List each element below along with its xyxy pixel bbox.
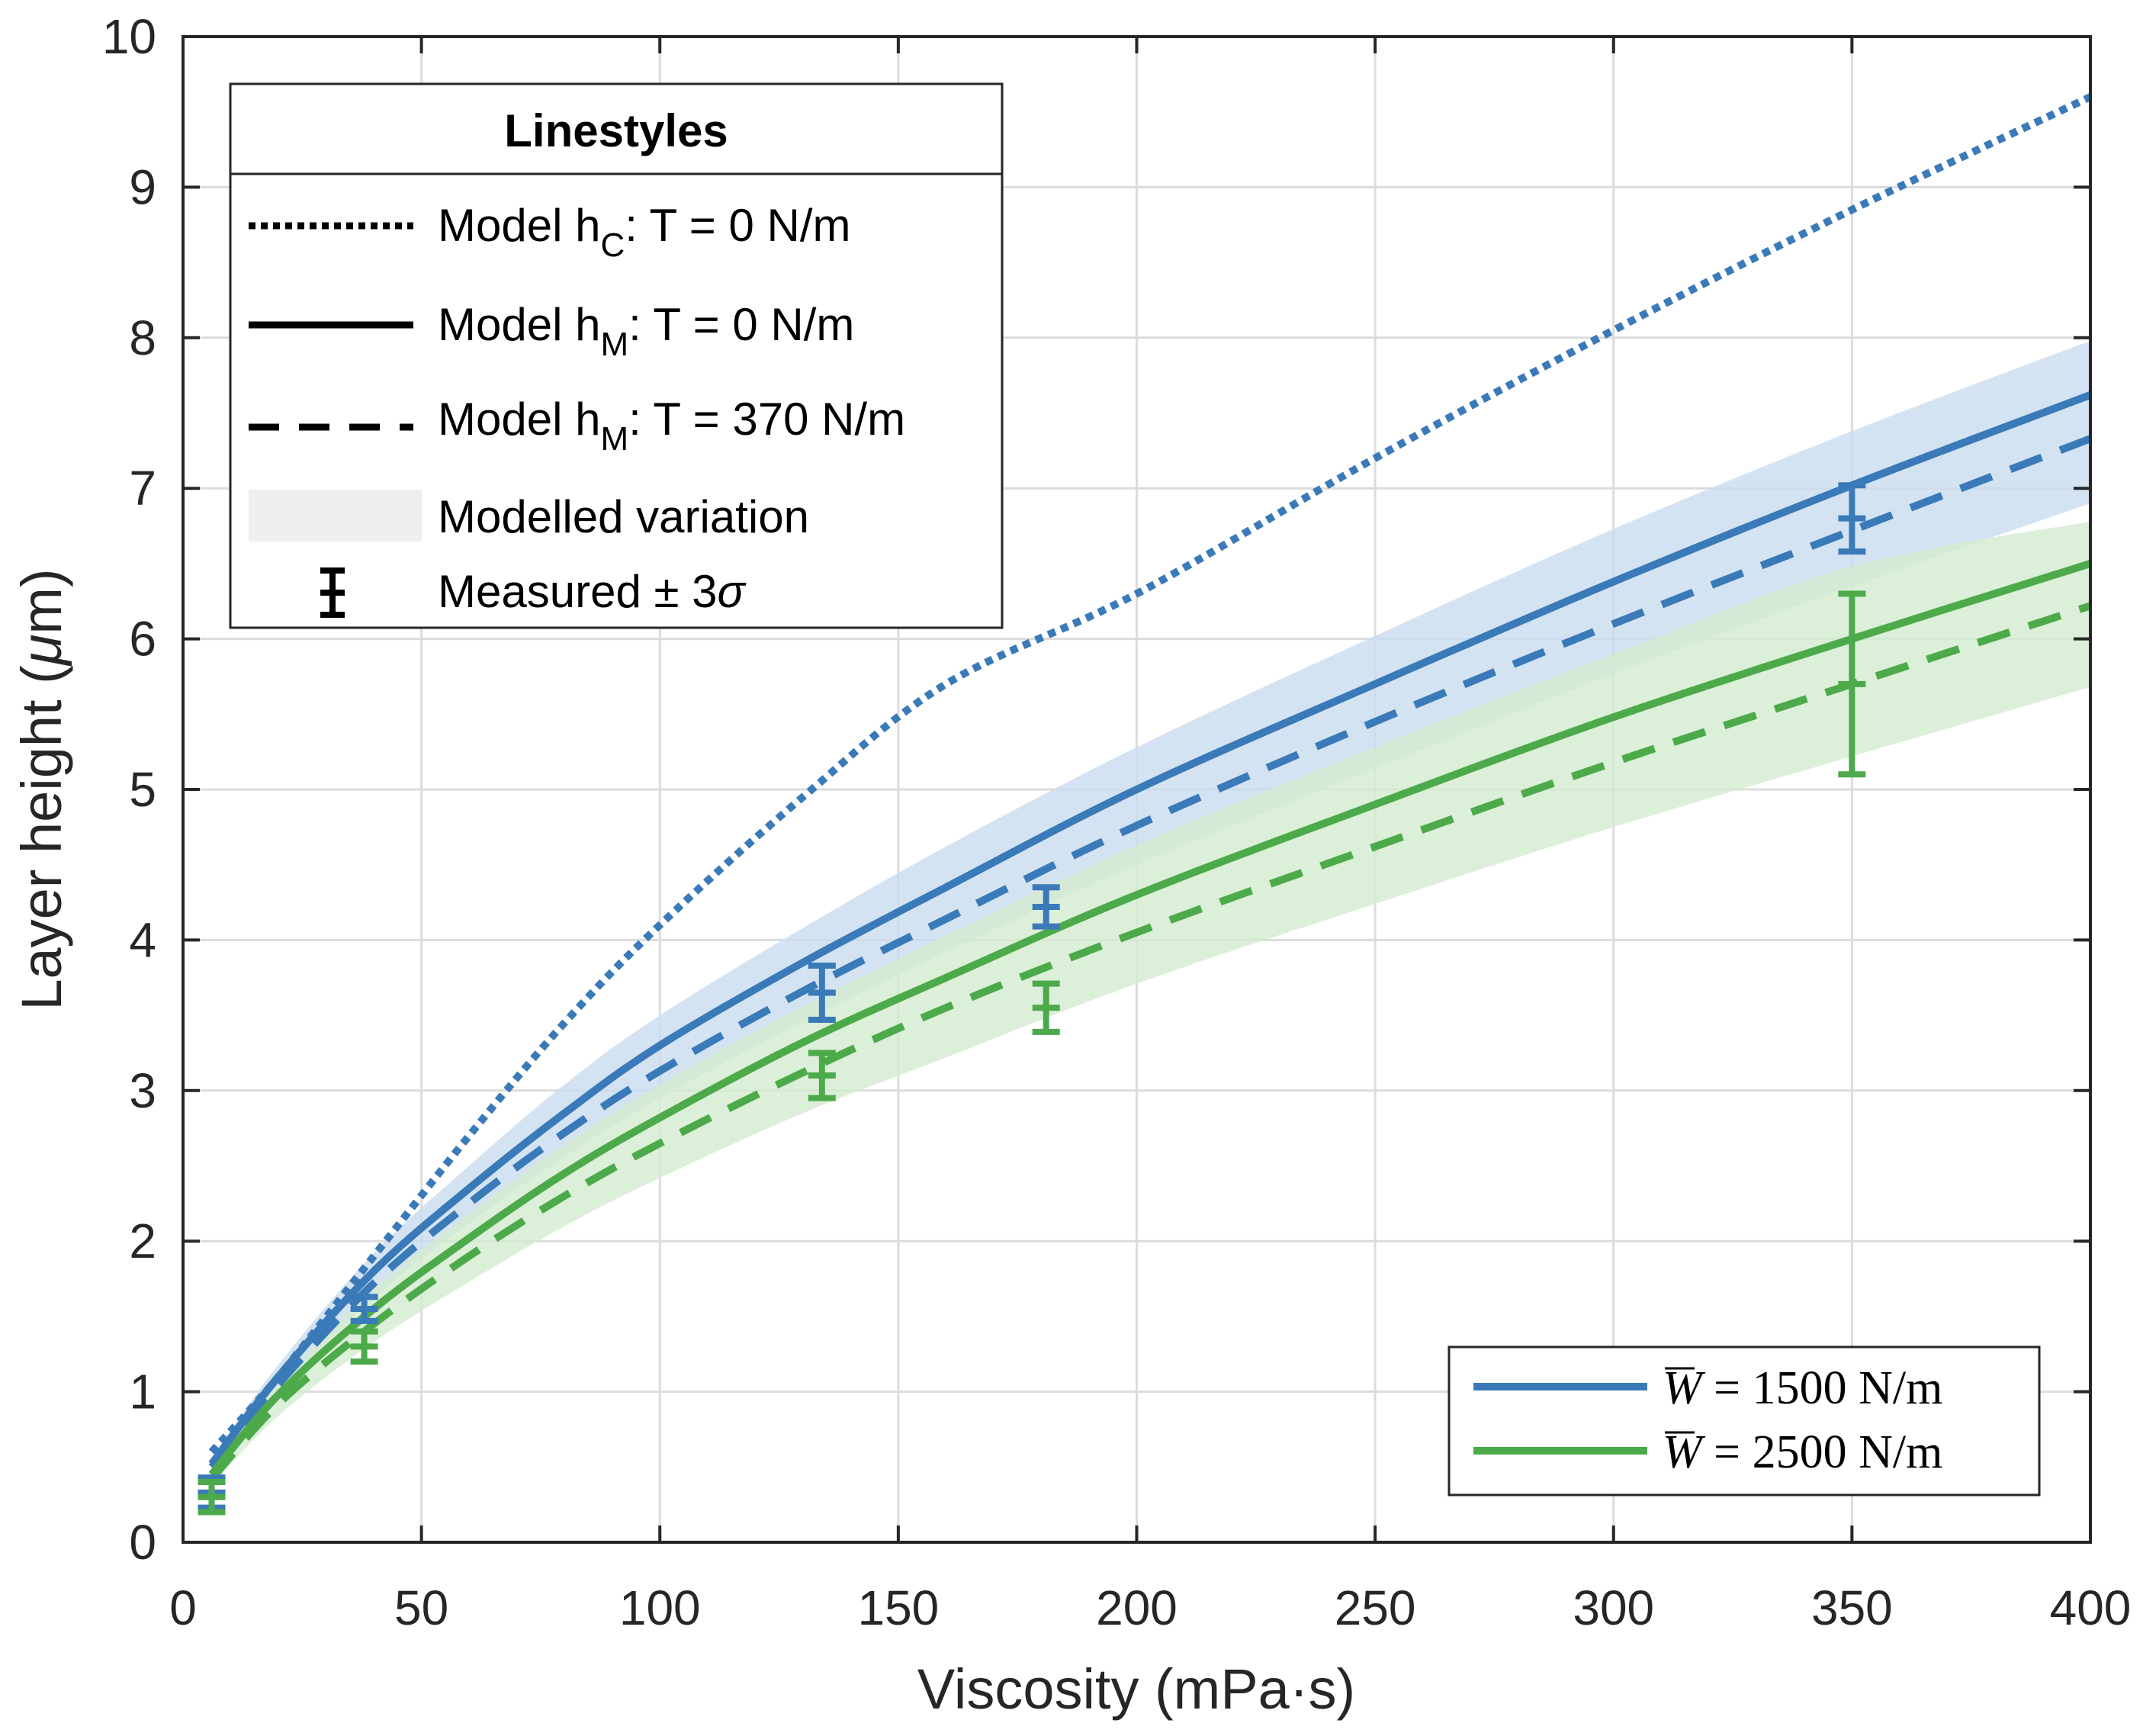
x-tick-label: 350 (1811, 1580, 1893, 1635)
x-axis-label: Viscosity (mPa·s) (917, 1657, 1355, 1721)
series-line-green-dashed (208, 602, 2090, 1482)
legend-entry-dashed-post: : T = 370 N/m (628, 394, 905, 445)
y-axis-label-unit: m) (10, 568, 73, 634)
legend-entry-solid-sub: M (600, 326, 628, 363)
legend-band-swatch (249, 490, 422, 542)
y-tick-label: 10 (102, 9, 156, 64)
measured-point-blue (1838, 482, 1866, 555)
measured-point-green (808, 1050, 836, 1101)
legend-linestyles-title: Linestyles (504, 105, 728, 156)
x-tick-label: 400 (2050, 1580, 2132, 1635)
legend-blue-unit: N/m (1847, 1362, 1943, 1414)
y-tick-label: 4 (129, 912, 156, 967)
x-tick-label: 0 (169, 1580, 197, 1635)
legend-linestyles: Linestyles Model hC: T = 0 N/m Model hM:… (229, 82, 1004, 629)
legend-entry-errorbar-pre: Measured ± 3 (438, 566, 717, 617)
measured-point-blue (350, 1294, 378, 1324)
legend-green-equals: = (1702, 1426, 1753, 1478)
y-tick-label: 7 (129, 461, 156, 516)
y-tick-label: 9 (129, 159, 156, 214)
lines (208, 93, 2090, 1482)
series-line-blue-dashed (208, 435, 2090, 1470)
axis-ticks: 0 50 100 150 200 250 300 350 400 0 1 2 3 4 5 6 7 8 9 10 (102, 9, 2132, 1635)
legend-entry-band: Modelled variation (438, 491, 809, 542)
y-tick-label: 8 (129, 310, 156, 365)
legend-entry-dotted-post: : T = 0 N/m (625, 200, 850, 251)
legend-entry-dashed-sub: M (600, 420, 628, 458)
variation-band-green (211, 521, 2090, 1485)
legend-green-unit: N/m (1847, 1426, 1943, 1478)
measured-point-green (198, 1479, 226, 1516)
x-tick-label: 300 (1573, 1580, 1654, 1635)
legend-entry-blue: W = 1500 N/m (1663, 1362, 1942, 1414)
legend-entry-solid-post: : T = 0 N/m (628, 299, 854, 350)
legend-entry-solid-pre: Model h (438, 299, 600, 350)
y-tick-label: 1 (129, 1365, 156, 1419)
legend-colors: W = 1500 N/m W = 2500 N/m (1447, 1345, 2041, 1496)
x-tick-label: 250 (1335, 1580, 1416, 1635)
x-tick-label: 50 (394, 1580, 448, 1635)
y-tick-label: 6 (129, 612, 156, 667)
measured-point-green (350, 1328, 378, 1365)
legend-entry-green: W = 2500 N/m (1663, 1426, 1942, 1478)
x-tick-label: 100 (619, 1580, 701, 1635)
series-line-green-solid (208, 560, 2090, 1477)
y-tick-label: 0 (129, 1515, 156, 1570)
legend-green-value: 2500 (1753, 1426, 1847, 1478)
measured-errorbars (198, 482, 1866, 1516)
x-tick-label: 200 (1096, 1580, 1178, 1635)
legend-entry-errorbar: Measured ± 3σ (438, 566, 747, 617)
y-tick-label: 5 (129, 762, 156, 817)
legend-entry-dashed: Model hM: T = 370 N/m (438, 394, 905, 458)
legend-blue-equals: = (1702, 1362, 1753, 1414)
measured-point-blue (1032, 884, 1060, 930)
y-axis-label: Layer height (μm) (10, 568, 73, 1010)
legend-entry-errorbar-sigma: σ (717, 566, 747, 617)
legend-entry-dotted-pre: Model h (438, 200, 600, 251)
y-tick-label: 2 (129, 1214, 156, 1268)
y-axis-label-mu: μ (10, 635, 73, 667)
series-line-blue-solid (208, 391, 2090, 1467)
y-axis-label-text: Layer height ( (10, 665, 73, 1011)
legend-colors-box (1447, 1345, 2041, 1496)
legend-entry-dotted-sub: C (600, 227, 625, 264)
legend-green-symbol: W (1663, 1426, 1706, 1478)
measured-point-green (1838, 590, 1866, 778)
y-tick-label: 3 (129, 1063, 156, 1118)
legend-blue-value: 1500 (1753, 1362, 1847, 1414)
measured-point-green (1032, 980, 1060, 1035)
legend-errorbar-swatch (320, 567, 345, 618)
legend-entry-dashed-pre: Model h (438, 394, 600, 445)
measured-point-blue (808, 962, 836, 1024)
legend-entry-solid: Model hM: T = 0 N/m (438, 299, 854, 363)
legend-entry-dotted: Model hC: T = 0 N/m (438, 200, 850, 264)
x-tick-label: 150 (857, 1580, 939, 1635)
legend-blue-symbol: W (1663, 1362, 1706, 1414)
series-line-blue-dotted (208, 93, 2090, 1455)
